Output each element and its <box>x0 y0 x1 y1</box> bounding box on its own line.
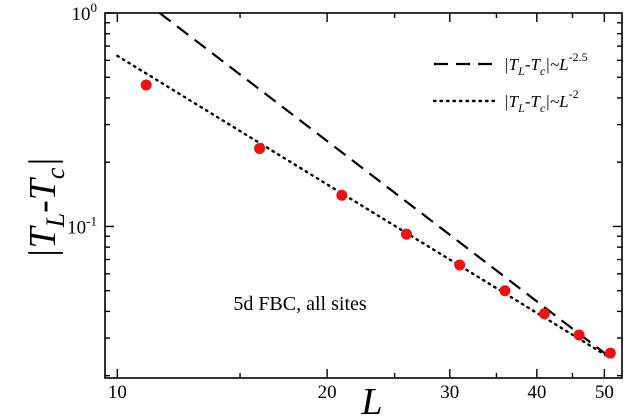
legend-label-dashed: |TL-Tc|~L-2.5 <box>504 50 588 78</box>
data-point <box>604 347 616 359</box>
series-line-dotted <box>116 54 612 360</box>
legend-label-dotted: |TL-Tc|~L-2 <box>504 87 579 115</box>
x-tick-label: 20 <box>318 382 337 403</box>
series-line-dashed <box>158 13 612 359</box>
data-point <box>400 228 412 240</box>
data-point <box>573 329 585 341</box>
data-point <box>499 285 511 297</box>
plot-frame <box>104 12 623 379</box>
legend: |TL-Tc|~L-2.5 |TL-Tc|~L-2 <box>432 50 588 115</box>
data-point <box>336 189 348 201</box>
x-axis-label: L <box>360 381 382 420</box>
x-tick-label: 40 <box>527 382 546 403</box>
y-axis-label: |TL-Tc| <box>22 157 70 259</box>
data-point <box>140 79 152 91</box>
data-point <box>254 142 266 154</box>
x-tick-label: 30 <box>440 382 459 403</box>
data-point <box>538 308 550 320</box>
x-tick-label: 10 <box>108 382 127 403</box>
data-point <box>454 259 466 271</box>
y-tick-label: 100 <box>72 0 98 25</box>
y-tick-label: 10-1 <box>67 213 97 238</box>
x-tick-label: 50 <box>595 382 614 403</box>
annotation-label: 5d FBC, all sites <box>233 293 367 315</box>
